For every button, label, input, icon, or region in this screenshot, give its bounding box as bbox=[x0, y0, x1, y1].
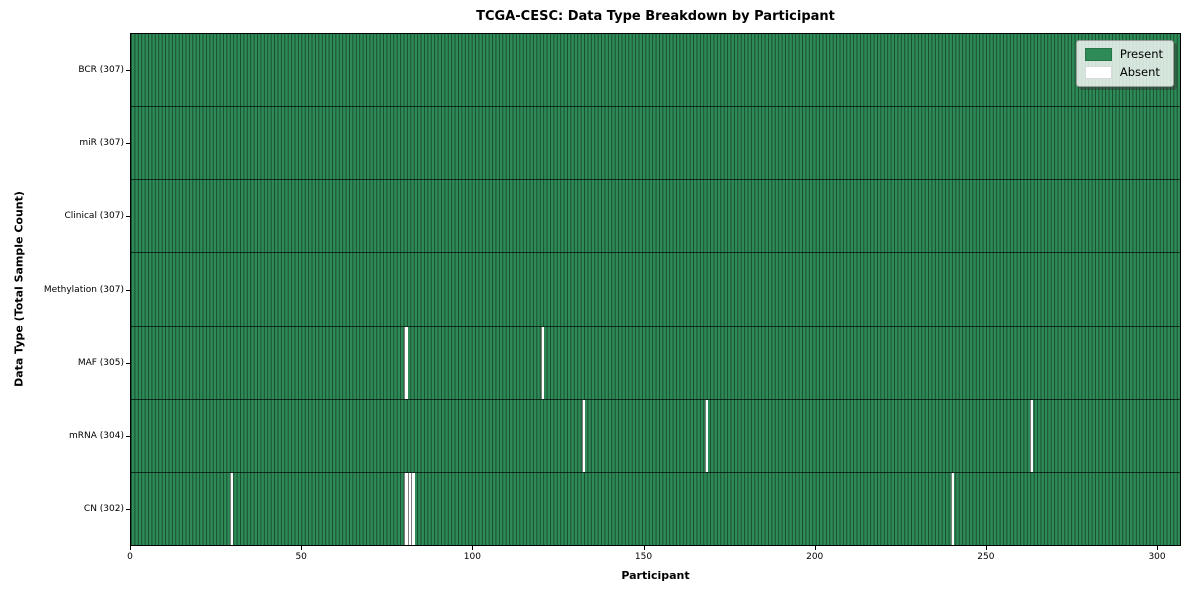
x-tick-label: 300 bbox=[1148, 552, 1166, 562]
y-tick-label: BCR (307) bbox=[78, 64, 124, 75]
absent-cell bbox=[404, 326, 408, 399]
x-axis-label: Participant bbox=[621, 569, 690, 582]
y-tick-label: Methylation (307) bbox=[43, 284, 124, 295]
y-tick-mark bbox=[126, 142, 130, 144]
heatmap-row bbox=[131, 179, 1180, 253]
legend-item-absent: Absent bbox=[1084, 65, 1163, 79]
x-tick-mark bbox=[130, 546, 131, 550]
legend: Present Absent bbox=[1075, 40, 1174, 87]
x-tick-label: 0 bbox=[127, 552, 133, 562]
absent-cell bbox=[411, 472, 415, 545]
absent-cell bbox=[230, 472, 234, 545]
x-tick-mark bbox=[643, 546, 645, 550]
absent-swatch bbox=[1084, 66, 1112, 79]
x-tick-mark bbox=[472, 546, 474, 550]
absent-cell bbox=[582, 399, 586, 472]
absent-cell bbox=[1029, 399, 1034, 472]
x-tick-mark bbox=[1157, 546, 1159, 550]
x-tick-label: 200 bbox=[806, 552, 824, 562]
heatmap-row bbox=[131, 106, 1180, 180]
legend-item-present: Present bbox=[1084, 47, 1163, 61]
y-tick-mark bbox=[126, 69, 130, 71]
absent-cell bbox=[541, 326, 545, 399]
x-tick-label: 250 bbox=[977, 552, 995, 562]
heatmap-row bbox=[131, 252, 1180, 326]
x-tick-label: 50 bbox=[295, 552, 307, 562]
legend-label-present: Present bbox=[1119, 47, 1163, 61]
plot-area: Present Absent bbox=[130, 33, 1181, 546]
y-tick-label: MAF (305) bbox=[77, 357, 124, 368]
y-tick-mark bbox=[126, 216, 130, 218]
x-tick-label: 100 bbox=[463, 552, 481, 562]
absent-cell bbox=[404, 472, 408, 545]
heatmap-row bbox=[131, 398, 1180, 472]
y-tick-mark bbox=[126, 509, 130, 511]
legend-label-absent: Absent bbox=[1119, 65, 1160, 79]
x-tick-mark bbox=[814, 546, 816, 550]
x-tick-mark bbox=[301, 546, 303, 550]
heatmap-row bbox=[131, 34, 1180, 107]
y-tick-label: CN (302) bbox=[83, 504, 124, 515]
absent-cell bbox=[407, 472, 412, 545]
heatmap-row bbox=[131, 325, 1180, 399]
y-tick-label: Clinical (307) bbox=[64, 211, 124, 222]
y-tick-label: miR (307) bbox=[79, 137, 124, 148]
heatmap-rows bbox=[131, 34, 1180, 545]
x-tick-label: 150 bbox=[634, 552, 653, 562]
y-tick-label: mRNA (304) bbox=[69, 431, 124, 442]
y-tick-mark bbox=[126, 362, 130, 364]
y-tick-mark bbox=[126, 436, 130, 438]
absent-cell bbox=[705, 399, 709, 472]
present-swatch bbox=[1084, 48, 1112, 61]
heatmap-row bbox=[131, 471, 1180, 545]
absent-cell bbox=[951, 472, 955, 545]
x-tick-mark bbox=[985, 546, 987, 550]
y-tick-mark bbox=[126, 289, 130, 291]
chart-title: TCGA-CESC: Data Type Breakdown by Partic… bbox=[476, 9, 835, 24]
